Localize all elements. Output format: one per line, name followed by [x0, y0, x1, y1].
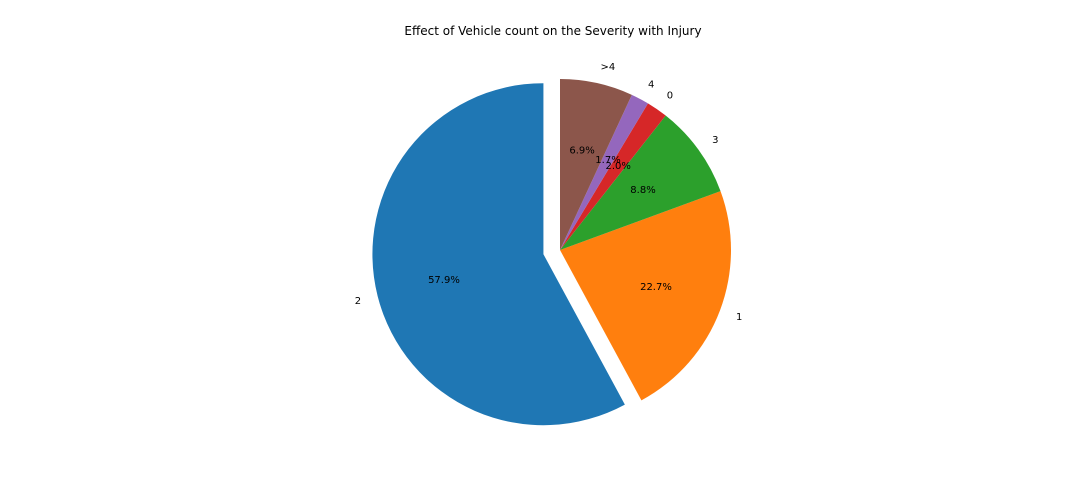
category-label-1: 1 [736, 312, 742, 323]
category-label-2: 2 [355, 296, 361, 307]
pie-slice-3 [560, 115, 721, 250]
category-label-4: 4 [648, 79, 654, 90]
pct-label-1: 22.7% [640, 282, 672, 293]
pie-slices [372, 79, 732, 426]
pie-slice-gt4 [560, 79, 632, 250]
category-label-0: 0 [667, 91, 673, 102]
pie-slice-4 [560, 94, 648, 250]
pct-label-4: 1.7% [595, 155, 620, 166]
pie-slice-0 [560, 103, 666, 250]
pie-slice-1 [560, 191, 732, 401]
pct-label-2: 57.9% [428, 275, 460, 286]
pct-label-gt4: 6.9% [569, 145, 594, 156]
pie-labels: 57.9% 2 22.7% 1 8.8% 3 2.0% 0 1.7% 4 6.9% >4 [355, 62, 743, 323]
category-label-gt4: >4 [600, 62, 615, 73]
pct-label-0: 2.0% [605, 161, 630, 172]
chart-title: Effect of Vehicle count on the Severity … [404, 24, 701, 38]
pct-label-3: 8.8% [630, 185, 655, 196]
pie-slice-2 [372, 83, 625, 426]
category-label-3: 3 [712, 135, 718, 146]
